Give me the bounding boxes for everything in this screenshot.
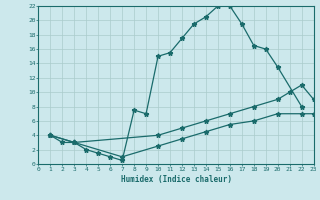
X-axis label: Humidex (Indice chaleur): Humidex (Indice chaleur) [121, 175, 231, 184]
